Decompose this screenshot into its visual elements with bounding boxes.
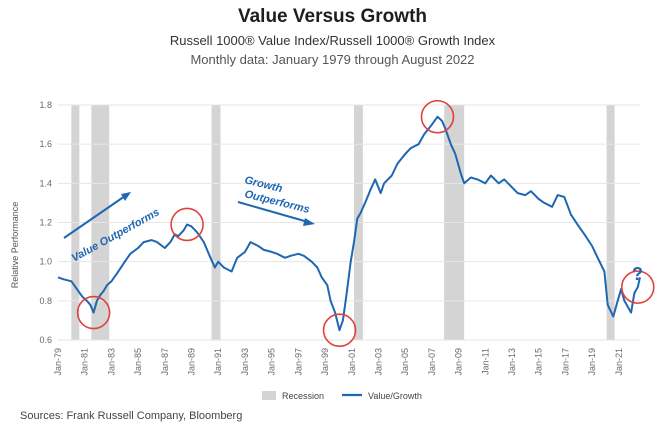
y-tick-label: 1.0 xyxy=(39,257,52,267)
y-axis-label: Relative Performance xyxy=(10,202,20,289)
highlight-circle-4 xyxy=(620,270,655,304)
series-line xyxy=(57,115,641,332)
chart-subtitle: Russell 1000® Value Index/Russell 1000® … xyxy=(169,33,496,48)
x-tick-label: Jan-91 xyxy=(213,348,223,376)
y-tick-label: 0.8 xyxy=(39,296,52,306)
value-outperforms-label: Value Outperforms xyxy=(70,206,162,264)
highlight-circle-0 xyxy=(76,295,111,330)
x-tick-label: Jan-85 xyxy=(133,348,143,376)
x-tick-label: Jan-07 xyxy=(427,348,437,376)
chart-title: Value Versus Growth xyxy=(237,6,428,27)
x-tick-label: Jan-03 xyxy=(373,348,383,376)
highlight-circle-2 xyxy=(322,313,357,348)
x-tick-label: Jan-15 xyxy=(534,348,544,376)
legend-recession-swatch xyxy=(262,391,276,400)
y-tick-label: 0.6 xyxy=(39,335,52,345)
x-tick-label: Jan-21 xyxy=(614,348,624,376)
growth-outperforms-arrow xyxy=(237,201,315,226)
grid-lines xyxy=(58,104,640,341)
x-tick-label: Jan-93 xyxy=(240,348,250,376)
source-note: Sources: Frank Russell Company, Bloomber… xyxy=(20,410,243,422)
y-axis-ticks: 0.6 0.8 1.0 1.2 1.4 1.6 1.8 xyxy=(39,100,52,345)
x-tick-label: Jan-17 xyxy=(560,348,570,376)
chart-date-range: Monthly data: January 1979 through Augus… xyxy=(190,52,475,67)
y-tick-label: 1.4 xyxy=(39,178,52,188)
legend-recession-label: Recession xyxy=(282,391,324,401)
value-outperforms-arrow xyxy=(63,192,131,239)
x-tick-label: Jan-05 xyxy=(400,348,410,376)
x-tick-label: Jan-09 xyxy=(454,348,464,376)
x-tick-label: Jan-79 xyxy=(53,348,63,376)
x-tick-label: Jan-95 xyxy=(267,348,277,376)
x-tick-label: Jan-11 xyxy=(480,348,490,375)
x-tick-label: Jan-89 xyxy=(187,348,197,376)
x-tick-label: Jan-01 xyxy=(347,348,357,376)
question-mark: ? xyxy=(632,264,643,284)
series-line-group xyxy=(57,115,641,332)
highlight-circle-3 xyxy=(420,99,455,134)
legend-series-label: Value/Growth xyxy=(368,391,422,401)
x-tick-label: Jan-97 xyxy=(293,348,303,376)
extreme-circles xyxy=(76,99,655,348)
y-tick-label: 1.6 xyxy=(39,139,52,149)
x-tick-label: Jan-87 xyxy=(160,348,170,376)
y-tick-label: 1.8 xyxy=(39,100,52,110)
y-tick-label: 1.2 xyxy=(39,218,52,228)
highlight-circle-1 xyxy=(170,207,204,242)
x-tick-label: Jan-19 xyxy=(587,348,597,376)
x-tick-label: Jan-81 xyxy=(80,348,90,376)
x-tick-label: Jan-99 xyxy=(320,348,330,376)
x-tick-label: Jan-13 xyxy=(507,348,517,376)
x-tick-label: Jan-83 xyxy=(106,348,116,376)
x-axis-ticks: Jan-79 Jan-81 Jan-83 Jan-85 Jan-87 Jan-89 Jan-… xyxy=(53,348,624,376)
